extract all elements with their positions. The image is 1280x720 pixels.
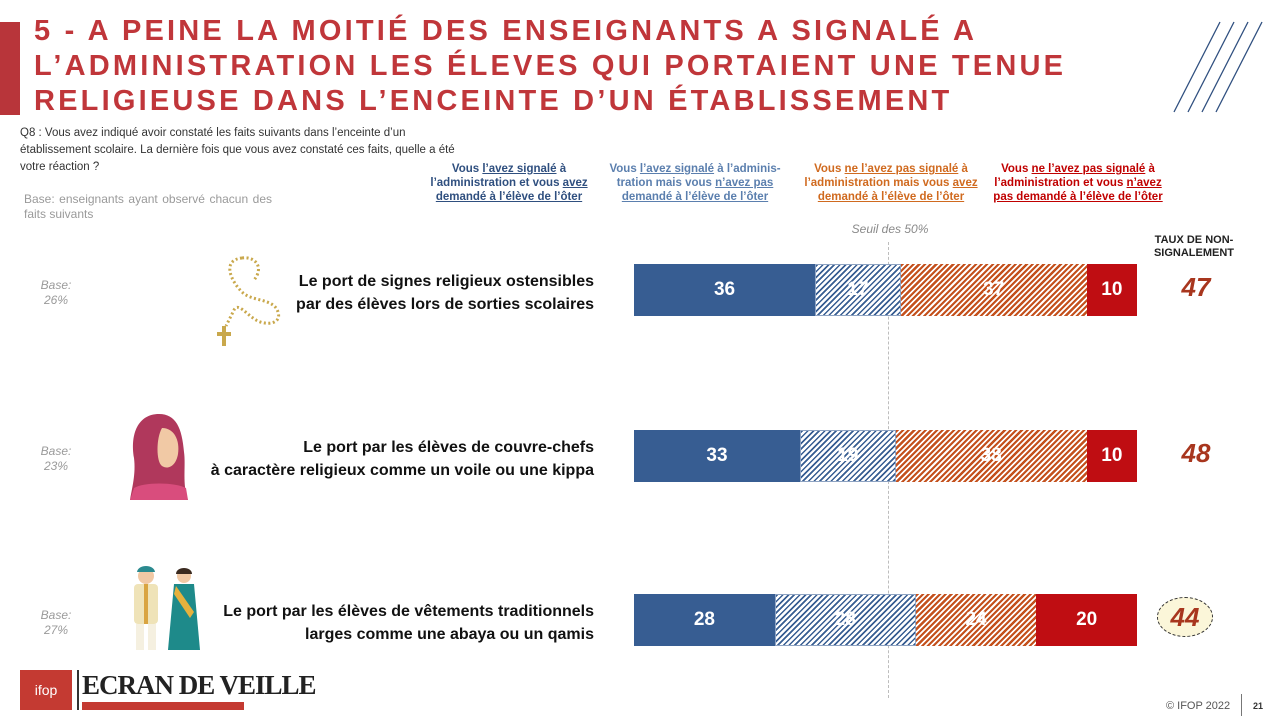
row-label-line: Le port de signes religieux ostensibles xyxy=(298,273,594,290)
bar-value-label: 36 xyxy=(713,279,736,300)
bar-value-label: 17 xyxy=(847,279,869,300)
legend-item-2: Vous l’avez signalé à l’adminis-tration … xyxy=(609,163,781,203)
bar-segment: 33 xyxy=(634,430,800,482)
bar-segment: 38 xyxy=(895,430,1087,482)
row-base-label: Base: xyxy=(40,278,72,292)
bar-segment: 19 xyxy=(799,430,896,482)
non-reporting-rate: 47 xyxy=(1181,272,1211,302)
row-base-label: Base: xyxy=(40,444,72,458)
logo-separator xyxy=(77,670,79,710)
row-label-line: larges comme une abaya ou un qamis xyxy=(305,626,594,643)
copyright: © IFOP 2022 xyxy=(1166,700,1231,712)
row-label-line: par des élèves lors de sorties scolaires xyxy=(296,296,594,313)
question-text: Q8 : Vous avez indiqué avoir constaté le… xyxy=(20,127,455,173)
row-label-line: Le port par les élèves de vêtements trad… xyxy=(223,603,594,620)
veiled-woman-icon xyxy=(130,414,188,500)
row-label: Le port par les élèves de couvre-chefs à … xyxy=(200,436,594,482)
non-reporting-rate: 44 xyxy=(1157,597,1213,637)
bar-value-label: 24 xyxy=(965,609,987,630)
stacked-bar: 28 28 24 20 xyxy=(634,594,1137,646)
ecran-de-veille-wordmark: ECRAN DE VEILLE xyxy=(82,670,317,700)
bar-segment: 28 xyxy=(634,594,775,646)
row-base-value: 23% xyxy=(43,459,69,473)
bar-value-label: 38 xyxy=(980,445,1002,466)
bar-segment: 20 xyxy=(1036,594,1137,646)
bar-segment: 36 xyxy=(634,264,816,316)
bar-value-label: 33 xyxy=(706,445,728,466)
traditional-clothing-couple-icon xyxy=(134,566,200,650)
taux-header: TAUX DE NON-SIGNALEMENT xyxy=(1153,234,1235,259)
bar-value-label: 10 xyxy=(1101,445,1123,466)
legend-item-1: Vous l’avez signalé à l’administration e… xyxy=(430,163,588,203)
row-base-value: 27% xyxy=(43,623,69,637)
bar-segment: 28 xyxy=(774,594,916,646)
bar-segment: 10 xyxy=(1086,430,1137,482)
bar-value-label: 37 xyxy=(983,279,1005,300)
row-base: Base: 27% xyxy=(20,608,92,638)
rosary-icon xyxy=(217,256,281,346)
ecran-de-veille-band xyxy=(82,702,244,710)
row-label: Le port de signes religieux ostensibles p… xyxy=(200,270,594,316)
bar-segment: 37 xyxy=(900,264,1087,316)
footer-separator xyxy=(1241,694,1242,716)
decorative-diagonal-lines xyxy=(1173,21,1263,113)
bar-value-label: 10 xyxy=(1101,279,1123,300)
title-accent-bar xyxy=(0,22,20,115)
page-number: 21 xyxy=(1253,701,1264,711)
bar-segment: 17 xyxy=(815,264,901,316)
ifop-logo: ifop xyxy=(20,670,72,710)
bar-segment: 10 xyxy=(1086,264,1137,316)
row-base-label: Base: xyxy=(40,608,72,622)
stacked-bar: 36 17 37 10 xyxy=(634,264,1137,316)
row-base: Base: 23% xyxy=(20,444,92,474)
row-label-line: Le port par les élèves de couvre-chefs xyxy=(303,439,594,456)
bar-value-label: 19 xyxy=(837,445,859,466)
base-note: Base: enseignants ayant observé chacun d… xyxy=(24,192,272,221)
page-title: 5 - A PEINE LA MOITIÉ DES ENSEIGNANTS A … xyxy=(34,15,1067,117)
non-reporting-rate: 48 xyxy=(1181,438,1211,468)
ecran-de-veille-logo: ECRAN DE VEILLE xyxy=(82,670,317,710)
row-base: Base: 26% xyxy=(20,278,92,308)
threshold-label: Seuil des 50% xyxy=(851,222,929,236)
row-label-line: à caractère religieux comme un voile ou … xyxy=(210,462,594,479)
bar-value-label: 28 xyxy=(693,609,715,630)
row-base-value: 26% xyxy=(43,293,69,307)
legend-item-4: Vous ne l’avez pas signalé à l’administr… xyxy=(993,163,1163,203)
bar-value-label: 20 xyxy=(1076,609,1098,630)
stacked-bar: 33 19 38 10 xyxy=(634,430,1137,482)
bar-value-label: 28 xyxy=(834,609,856,630)
row-label: Le port par les élèves de vêtements trad… xyxy=(200,600,594,646)
legend-item-3: Vous ne l’avez pas signalé à l’administr… xyxy=(804,163,978,203)
bar-segment: 24 xyxy=(915,594,1037,646)
